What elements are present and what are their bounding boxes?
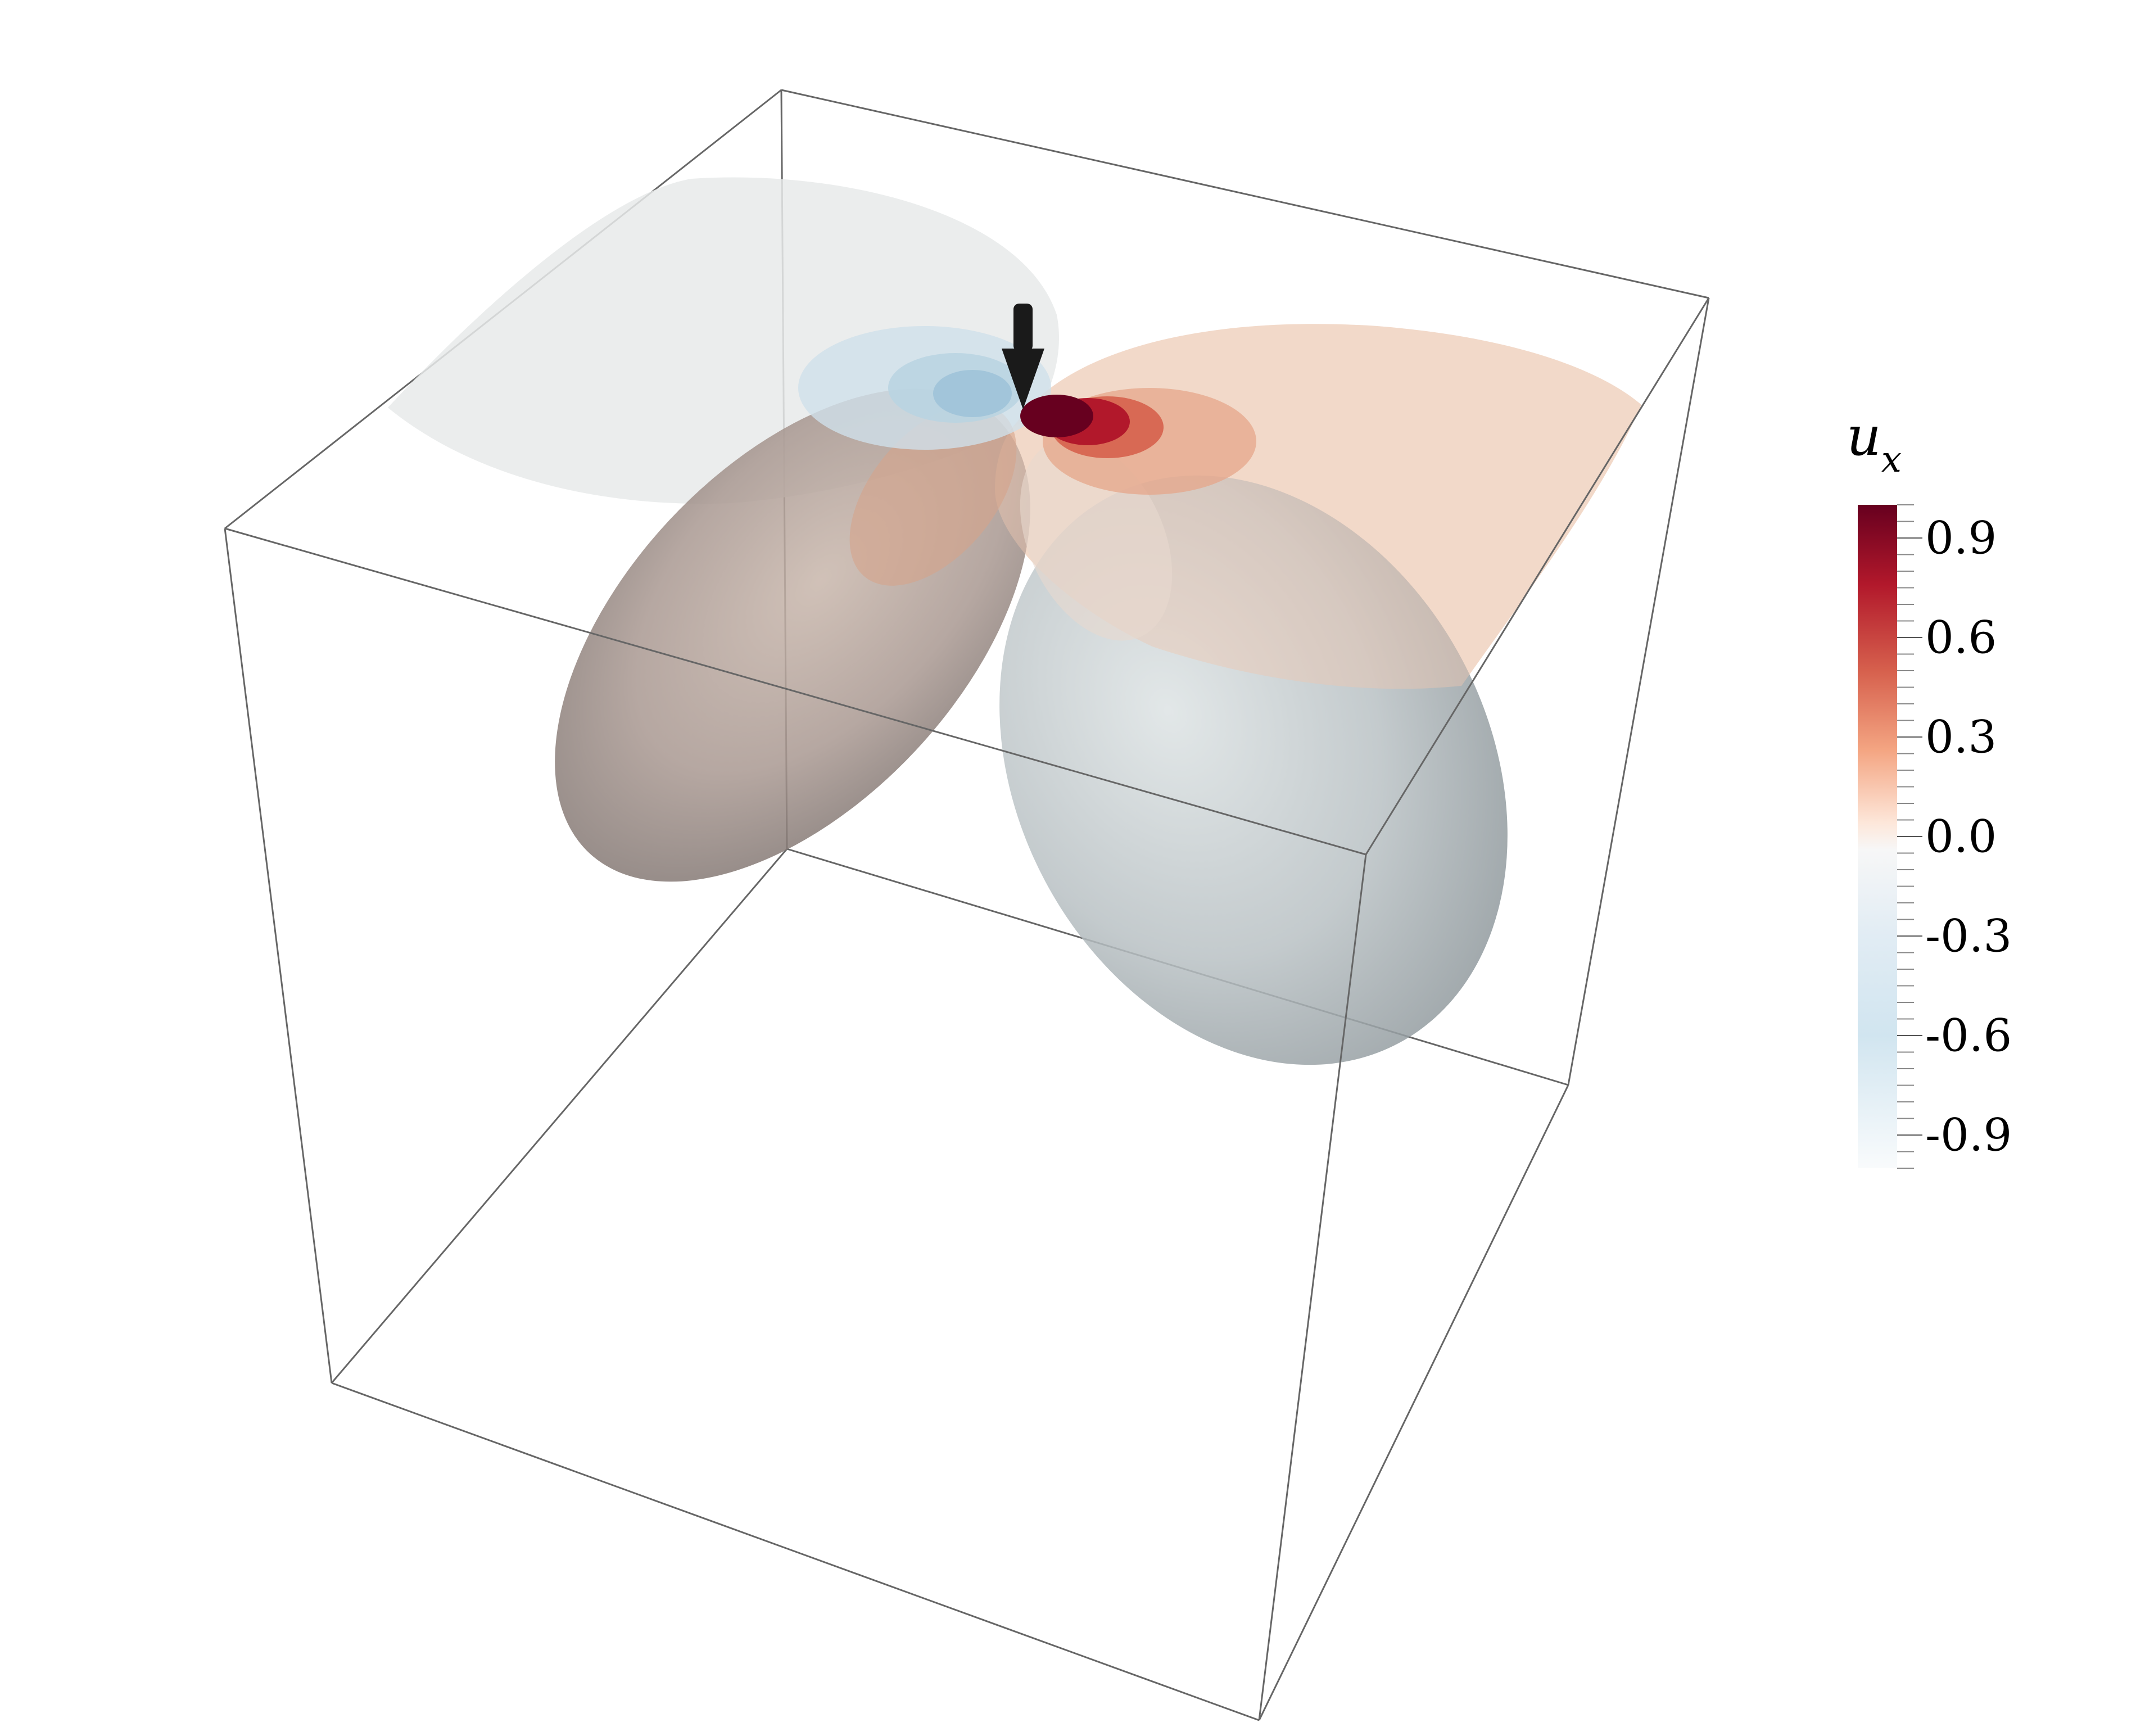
bounding-box-front <box>224 297 1710 1721</box>
colorbar-tick-label: 0.3 <box>1925 711 1997 763</box>
colorbar-tick-label: 0.6 <box>1925 611 1997 664</box>
force-arrow-icon <box>1002 304 1044 409</box>
colorbar-tick-label: -0.9 <box>1925 1109 2012 1161</box>
colorbar-tick-label: -0.6 <box>1925 1009 2012 1062</box>
colorbar-tick-label: -0.3 <box>1925 910 2012 962</box>
contour-positive-core <box>1020 395 1093 437</box>
colorbar-gradient <box>1858 505 1897 1168</box>
colorbar-tick-label: 0.0 <box>1925 810 1997 863</box>
colorbar-tick-marks <box>1897 504 1922 1169</box>
contour-negative-inner <box>933 370 1012 417</box>
lobe-inner-left <box>849 404 1017 586</box>
colorbar-tick-label: 0.9 <box>1925 512 1997 564</box>
colorbar-title: ux <box>1847 405 1902 481</box>
